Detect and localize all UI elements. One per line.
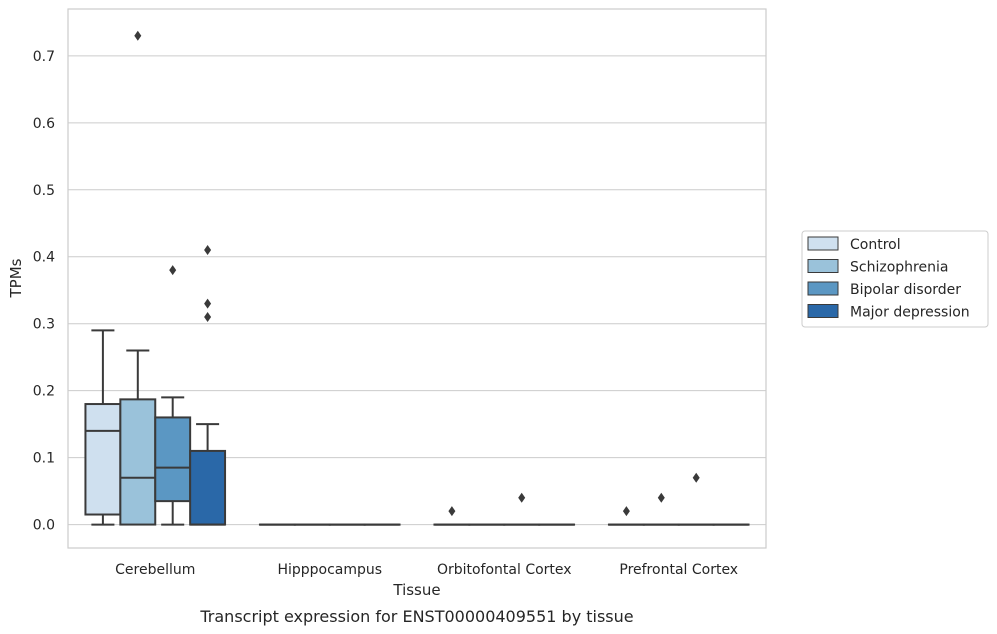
box-control-orbitofontal-cortex <box>433 506 471 526</box>
x-axis-label: Tissue <box>392 581 440 599</box>
chart-caption: Transcript expression for ENST0000040955… <box>199 607 633 626</box>
y-tick-label: 0.5 <box>33 183 55 199</box>
box-plots <box>84 30 750 526</box>
outlier-point <box>134 30 142 41</box>
x-tick-label: Prefrontal Cortex <box>619 562 738 578</box>
box-schizophrenia-cerebellum <box>119 30 157 526</box>
outlier-point <box>448 506 456 517</box>
legend-swatch <box>807 281 839 296</box>
outlier-point <box>204 298 212 309</box>
legend-swatch <box>807 259 839 273</box>
y-tick-label: 0.6 <box>33 116 55 132</box>
box-body <box>189 449 227 526</box>
outlier-point <box>622 506 630 517</box>
x-tick-label: Orbitofontal Cortex <box>437 562 572 578</box>
box-major-depression-cerebellum <box>189 245 227 526</box>
x-tick-labels: Cerebellum Hipppocampus Orbitofontal Corte… <box>115 562 738 578</box>
box-control-prefrontal-cortex <box>607 506 645 526</box>
outlier-point <box>518 492 526 503</box>
legend-frame <box>801 230 989 328</box>
legend-label: Major depression <box>850 305 970 321</box>
legend-label: Bipolar disorder <box>850 282 961 298</box>
box-bipolar-disorder-orbitofontal-cortex <box>503 492 541 526</box>
y-tick-label: 0.7 <box>33 49 55 65</box>
y-axis-label: TPMs <box>7 258 25 298</box>
legend-swatch <box>807 236 839 251</box>
box-body <box>84 403 122 516</box>
y-tick-labels: 0.0 0.1 0.2 0.3 0.4 0.5 0.6 0.7 <box>33 49 55 534</box>
y-tick-label: 0.0 <box>33 518 55 534</box>
legend-label: Schizophrenia <box>850 260 948 276</box>
outlier-point <box>692 472 700 483</box>
outlier-point <box>169 265 177 276</box>
plot-frame <box>67 8 767 549</box>
legend-swatch <box>807 304 839 318</box>
y-tick-label: 0.1 <box>33 451 55 467</box>
box-bipolar-disorder-cerebellum <box>154 265 192 526</box>
legend-label: Control <box>850 237 901 253</box>
y-tick-label: 0.3 <box>33 317 55 333</box>
box-bipolar-disorder-prefrontal-cortex <box>677 472 715 526</box>
outlier-point <box>204 245 212 256</box>
x-tick-label: Hipppocampus <box>277 562 382 578</box>
box-control-cerebellum <box>84 329 122 526</box>
y-tick-label: 0.4 <box>33 250 55 266</box>
legend: Control Schizophrenia Bipolar disorder Majo… <box>801 230 989 328</box>
x-tick-label: Cerebellum <box>115 562 195 578</box>
box-body <box>154 416 192 503</box>
box-schizophrenia-prefrontal-cortex <box>642 492 680 526</box>
y-tick-label: 0.2 <box>33 384 55 400</box>
box-body <box>119 398 157 526</box>
outlier-point <box>657 492 665 503</box>
outlier-point <box>204 312 212 322</box>
